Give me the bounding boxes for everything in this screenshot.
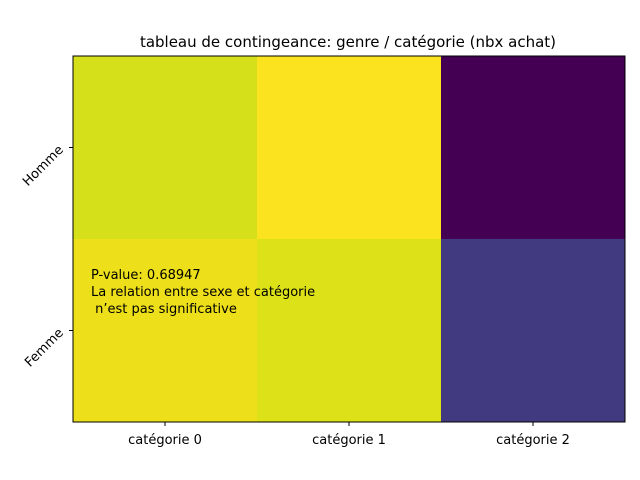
- annotation-line: n’est pas significative: [91, 302, 237, 317]
- heatmap-cells: [73, 56, 626, 423]
- y-tick-label: Homme: [20, 143, 67, 190]
- heatmap-cell-1-1: [257, 239, 442, 423]
- heatmap-cell-0-0: [73, 56, 258, 240]
- y-tick-label: Femme: [22, 326, 67, 371]
- x-tick-label: catégorie 2: [496, 433, 570, 448]
- heatmap-cell-1-0: [73, 239, 258, 423]
- heatmap-cell-0-1: [257, 56, 442, 240]
- heatmap-cell-1-2: [441, 239, 626, 423]
- annotation-line: P-value: 0.68947: [91, 268, 201, 283]
- annotation-line: La relation entre sexe et catégorie: [91, 285, 315, 300]
- chart-title: tableau de contingeance: genre / catégor…: [140, 33, 556, 51]
- heatmap-cell-0-2: [441, 56, 626, 240]
- significance-annotation: P-value: 0.68947 La relation entre sexe e…: [91, 268, 315, 317]
- x-tick-label: catégorie 0: [128, 433, 202, 448]
- x-tick-label: catégorie 1: [312, 433, 386, 448]
- y-axis: Homme Femme: [20, 143, 73, 371]
- x-axis: catégorie 0 catégorie 1 catégorie 2: [128, 422, 570, 448]
